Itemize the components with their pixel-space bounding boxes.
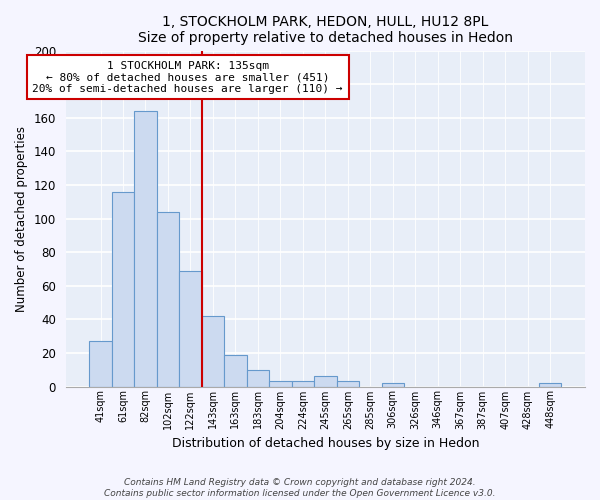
Bar bbox=[179, 270, 202, 386]
Text: Contains HM Land Registry data © Crown copyright and database right 2024.
Contai: Contains HM Land Registry data © Crown c… bbox=[104, 478, 496, 498]
Bar bbox=[292, 382, 314, 386]
Bar bbox=[202, 316, 224, 386]
Bar bbox=[539, 383, 562, 386]
Bar bbox=[224, 354, 247, 386]
Bar bbox=[89, 341, 112, 386]
Bar bbox=[134, 111, 157, 386]
Bar bbox=[337, 382, 359, 386]
Bar bbox=[269, 382, 292, 386]
Bar bbox=[247, 370, 269, 386]
Text: 1 STOCKHOLM PARK: 135sqm
← 80% of detached houses are smaller (451)
20% of semi-: 1 STOCKHOLM PARK: 135sqm ← 80% of detach… bbox=[32, 60, 343, 94]
Title: 1, STOCKHOLM PARK, HEDON, HULL, HU12 8PL
Size of property relative to detached h: 1, STOCKHOLM PARK, HEDON, HULL, HU12 8PL… bbox=[138, 15, 513, 45]
X-axis label: Distribution of detached houses by size in Hedon: Distribution of detached houses by size … bbox=[172, 437, 479, 450]
Bar bbox=[382, 383, 404, 386]
Y-axis label: Number of detached properties: Number of detached properties bbox=[15, 126, 28, 312]
Bar bbox=[314, 376, 337, 386]
Bar bbox=[112, 192, 134, 386]
Bar bbox=[157, 212, 179, 386]
